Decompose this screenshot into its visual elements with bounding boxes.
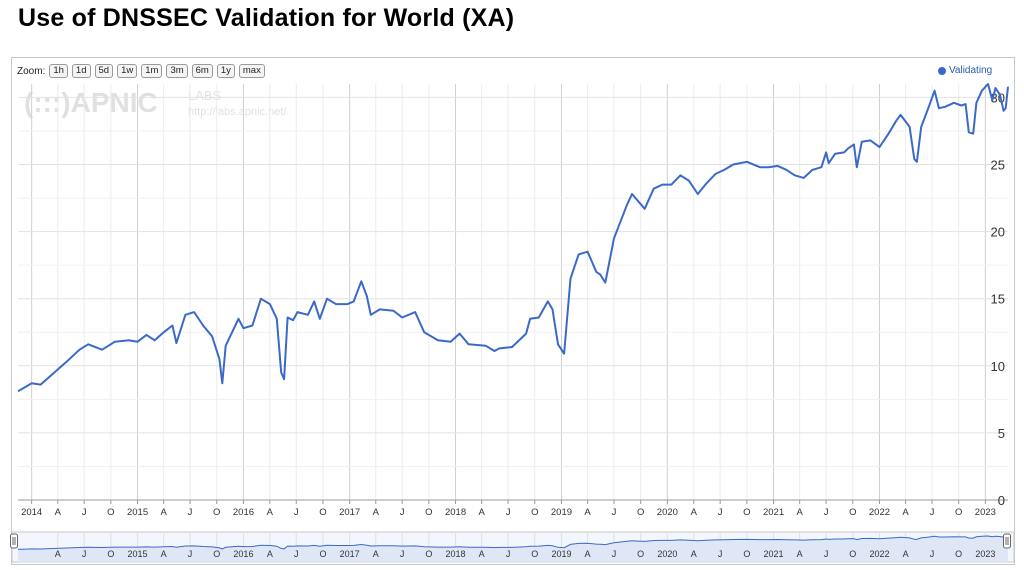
zoom-max-button[interactable]: max <box>238 64 265 78</box>
zoom-3m-button[interactable]: 3m <box>166 64 188 78</box>
legend[interactable]: Validating <box>938 64 992 77</box>
zoom-1m-button[interactable]: 1m <box>141 64 163 78</box>
zoom-6m-button[interactable]: 6m <box>191 64 213 78</box>
zoom-controls: Zoom: 1h 1d 5d 1w 1m 3m 6m 1y max <box>17 64 269 78</box>
zoom-1y-button[interactable]: 1y <box>216 64 235 78</box>
zoom-1h-button[interactable]: 1h <box>49 64 68 78</box>
legend-dot-icon <box>938 66 946 75</box>
zoom-1w-button[interactable]: 1w <box>117 64 138 78</box>
chart-container <box>11 57 1015 565</box>
zoom-label: Zoom: <box>17 65 46 77</box>
page-title: Use of DNSSEC Validation for World (XA) <box>18 4 515 32</box>
zoom-1d-button[interactable]: 1d <box>71 64 91 78</box>
zoom-5d-button[interactable]: 5d <box>94 64 114 78</box>
legend-label: Validating <box>949 65 993 76</box>
